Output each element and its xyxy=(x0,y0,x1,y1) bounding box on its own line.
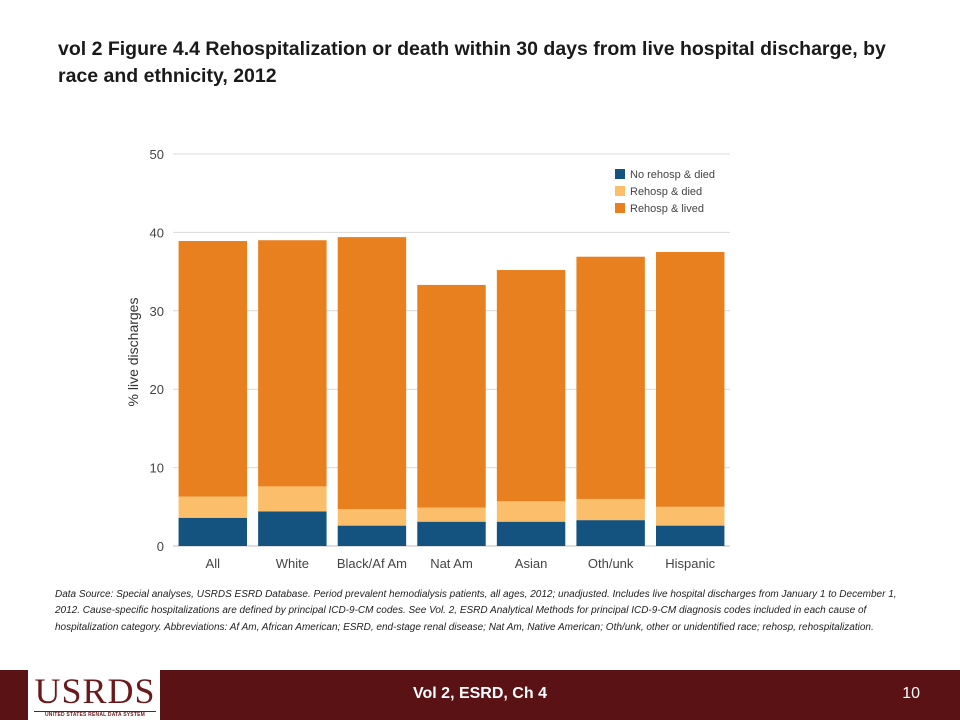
x-tick-label: Nat Am xyxy=(430,556,473,571)
bar-segment xyxy=(178,241,248,497)
slide-title: vol 2 Figure 4.4 Rehospitalization or de… xyxy=(58,38,886,87)
bars xyxy=(178,237,725,546)
legend-swatch xyxy=(615,186,625,196)
legend-label: Rehosp & died xyxy=(630,186,702,198)
x-tick-label: Hispanic xyxy=(665,556,715,571)
bar-segment xyxy=(496,521,566,546)
page-number: 10 xyxy=(902,685,920,702)
bar-segment xyxy=(417,284,486,508)
bar-segment xyxy=(417,521,486,546)
bar-segment xyxy=(655,525,725,546)
bar-segment xyxy=(655,252,725,507)
bar-segment xyxy=(576,256,645,499)
data-source-note: Data Source: Special analyses, USRDS ESR… xyxy=(55,589,897,633)
bar-segment xyxy=(337,237,407,510)
legend-label: No rehosp & died xyxy=(630,169,715,181)
stacked-bar-chart: 0 10 20 30 40 50 All White Black/Af Am Nat Am Asi… xyxy=(125,147,730,571)
bar-segment xyxy=(337,509,407,526)
y-tick-label: 40 xyxy=(150,225,164,240)
y-tick-label: 0 xyxy=(157,539,164,554)
bar-segment xyxy=(337,525,407,546)
bar-segment xyxy=(178,496,248,518)
bar-segment xyxy=(655,506,725,526)
bar-segment xyxy=(496,270,566,502)
x-tick-label: White xyxy=(276,556,309,571)
legend: No rehosp & died Rehosp & died Rehosp & li… xyxy=(615,169,715,215)
y-axis-ticks: 0 10 20 30 40 50 xyxy=(150,147,164,554)
x-axis-ticks: All White Black/Af Am Nat Am Asian Oth/unk His… xyxy=(206,556,716,571)
footer-bar: USRDS UNITED STATES RENAL DATA SYSTEM Vo… xyxy=(0,670,960,720)
x-tick-label: Black/Af Am xyxy=(337,556,407,571)
y-tick-label: 50 xyxy=(150,147,164,162)
y-tick-label: 10 xyxy=(150,461,164,476)
bar-segment xyxy=(417,507,486,522)
legend-swatch xyxy=(615,203,625,213)
bar-segment xyxy=(576,520,645,546)
footer-chapter-label: Vol 2, ESRD, Ch 4 xyxy=(413,685,547,702)
logo-subtext: UNITED STATES RENAL DATA SYSTEM xyxy=(45,712,145,718)
bar-segment xyxy=(576,498,645,521)
logo-rule xyxy=(34,711,156,712)
y-axis-label: % live discharges xyxy=(125,298,141,407)
x-tick-label: Asian xyxy=(515,556,548,571)
bar-segment xyxy=(178,517,248,546)
legend-label: Rehosp & lived xyxy=(630,203,704,215)
legend-swatch xyxy=(615,169,625,179)
logo-wordmark: USRDS xyxy=(34,671,156,711)
x-tick-label: Oth/unk xyxy=(588,556,634,571)
bar-segment xyxy=(258,240,327,487)
bar-segment xyxy=(258,486,327,512)
x-tick-label: All xyxy=(206,556,221,571)
usrds-logo: USRDS UNITED STATES RENAL DATA SYSTEM xyxy=(28,670,160,720)
y-tick-label: 20 xyxy=(150,382,164,397)
bar-segment xyxy=(496,501,566,522)
bar-segment xyxy=(258,511,327,546)
y-tick-label: 30 xyxy=(150,304,164,319)
